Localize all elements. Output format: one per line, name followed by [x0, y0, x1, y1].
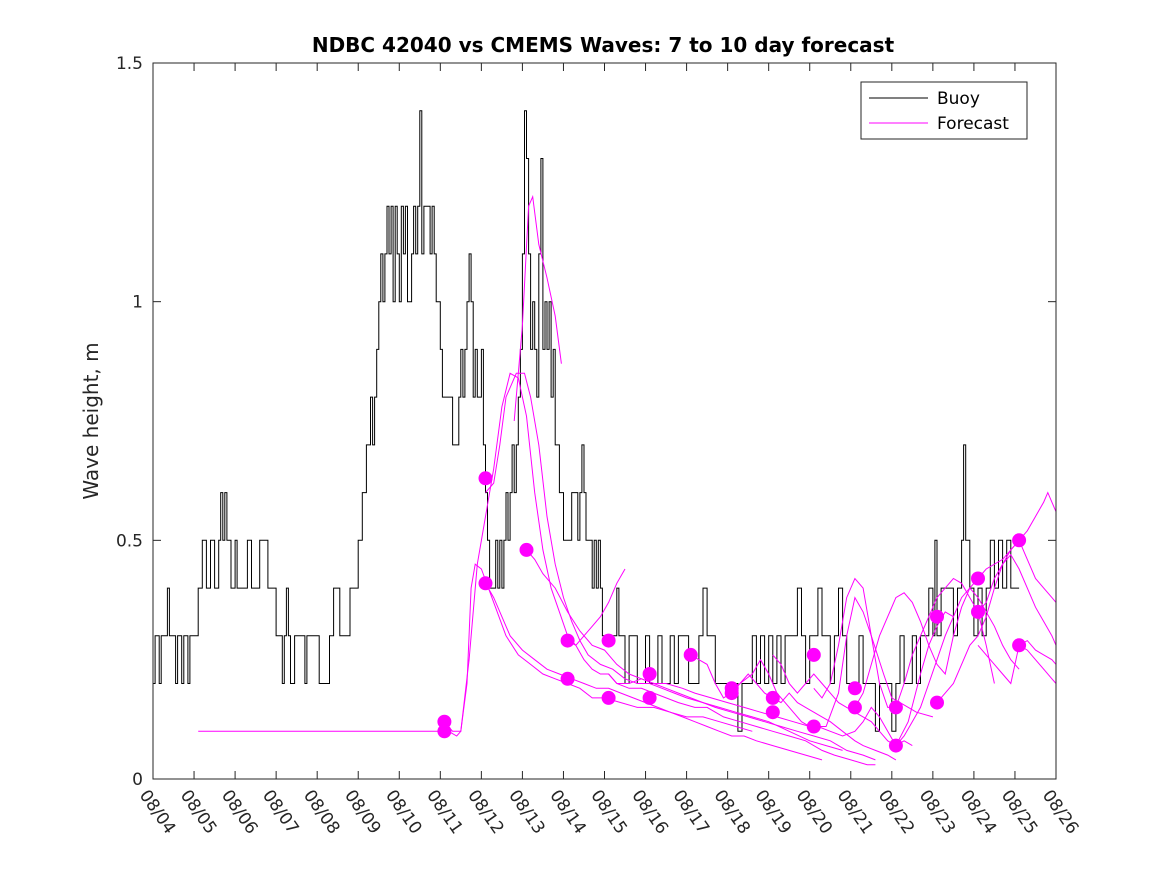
legend-label-forecast: Forecast: [937, 114, 1009, 134]
forecast-marker: [560, 671, 575, 686]
forecast-series-line: [608, 596, 934, 727]
plot-area: [153, 63, 1056, 779]
forecast-series-line: [772, 611, 954, 747]
forecast-series-line: [813, 577, 995, 708]
forecast-marker: [765, 705, 780, 720]
forecast-marker: [437, 724, 452, 739]
forecast-series-line: [485, 372, 843, 751]
forecast-series-line: [977, 553, 1057, 646]
forecast-series-line: [567, 640, 876, 766]
forecast-marker: [806, 719, 821, 734]
y-tick-label: 0.5: [116, 531, 143, 551]
forecast-marker: [437, 714, 452, 729]
forecast-series-line: [854, 587, 1020, 708]
forecast-marker: [847, 700, 862, 715]
forecast-series-line: [1018, 644, 1057, 684]
forecast-marker: [888, 738, 903, 753]
forecast-series-line: [526, 549, 876, 761]
forecast-marker: [806, 647, 821, 662]
forecast-marker: [560, 633, 575, 648]
chart-title: NDBC 42040 vs CMEMS Waves: 7 to 10 day f…: [312, 33, 895, 57]
forecast-series-line: [936, 539, 1057, 703]
forecast-series-line: [690, 654, 897, 761]
forecast-marker: [724, 686, 739, 701]
legend: Buoy Forecast: [860, 81, 1028, 140]
forecast-series-line: [485, 583, 823, 761]
forecast-series-line: [513, 194, 562, 422]
forecast-series-line: [198, 563, 753, 737]
forecast-marker: [1012, 533, 1027, 548]
y-tick-label: 1: [132, 293, 143, 313]
plot-frame: [152, 62, 1057, 780]
forecast-marker: [601, 690, 616, 705]
forecast-marker: [971, 571, 985, 586]
forecast-marker: [478, 471, 493, 486]
forecast-marker: [683, 647, 698, 662]
forecast-marker: [642, 667, 657, 681]
y-tick-label: 1.5: [116, 54, 143, 74]
forecast-marker: [847, 681, 862, 696]
buoy-series-line: [153, 110, 1020, 732]
forecast-marker: [930, 609, 944, 624]
forecast-marker: [642, 690, 657, 705]
forecast-marker: [601, 633, 616, 648]
legend-box: [860, 81, 1028, 140]
y-axis-label: Wave height, m: [79, 342, 103, 499]
forecast-marker: [1012, 638, 1027, 653]
marker-layer: [437, 471, 1027, 753]
forecast-marker: [478, 576, 493, 591]
forecast-series-line: [444, 372, 626, 732]
y-axis: 0 0.5 1 1.5: [116, 54, 1056, 790]
legend-label-buoy: Buoy: [937, 89, 980, 109]
forecast-marker: [765, 690, 780, 705]
forecast-marker: [930, 695, 944, 710]
forecast-marker: [888, 700, 903, 715]
y-tick-label: 0: [132, 770, 143, 790]
forecast-marker: [971, 604, 985, 619]
forecast-marker: [519, 542, 534, 557]
